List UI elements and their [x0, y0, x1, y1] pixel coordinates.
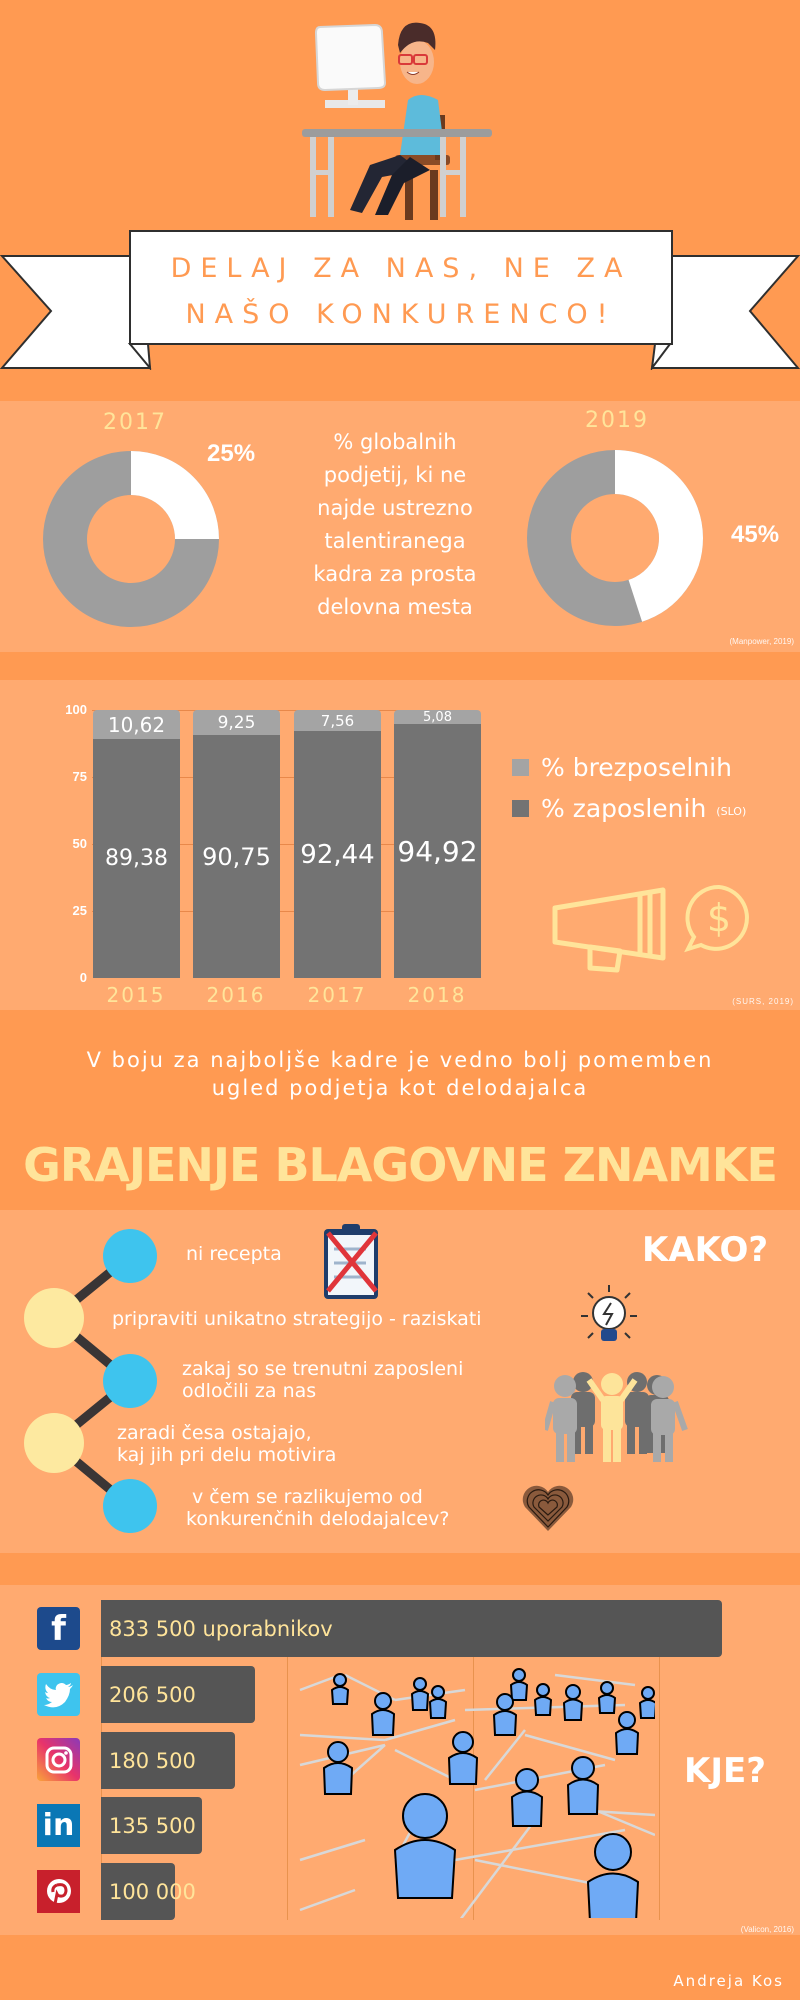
kako-step-3: zakaj so se trenutni zaposleni odločili …: [182, 1358, 463, 1402]
timeline-connector: [24, 1229, 157, 1533]
y-tick-0: 0: [79, 970, 87, 985]
bar-2017: 7,56 92,44: [294, 710, 381, 978]
social-network-illustration: [299, 1668, 655, 1918]
kako-step-5-line2: konkurenčnih delodajalcev?: [186, 1508, 450, 1530]
kako-step-3-line1: zakaj so se trenutni zaposleni: [182, 1358, 464, 1380]
legend-employed: % zaposlenih (SLO): [512, 794, 746, 823]
legend-suffix-slo: (SLO): [716, 805, 747, 818]
bar-2018-unemployed: 5,08: [394, 710, 481, 725]
timeline-node-3: [103, 1354, 157, 1408]
timeline-node-5: [103, 1479, 157, 1533]
bar-2016-unemployed: 9,25: [193, 710, 280, 735]
description-line: najde ustrezno: [317, 496, 473, 520]
bar-2015: 10,62 89,38: [93, 710, 180, 978]
timeline-node-4: [24, 1413, 84, 1473]
x-tick-2016: 2016: [206, 983, 266, 1007]
fingerprint-heart-icon: [522, 1485, 574, 1531]
svg-text:$: $: [707, 896, 731, 940]
y-tick-50: 50: [72, 836, 87, 851]
legend-label-employed: % zaposlenih: [541, 794, 707, 823]
donut-2019-year: 2019: [585, 408, 649, 433]
reputation-line2: ugled podjetja kot delodajalca: [211, 1076, 589, 1100]
crossed-clipboard-icon: [324, 1224, 378, 1299]
group-people-icon: [545, 1372, 688, 1462]
instagram-icon: [37, 1738, 80, 1781]
y-tick-100: 100: [65, 702, 87, 717]
ribbon-banner: [0, 230, 800, 370]
banner-title-line2: NAŠO KONKURENCO!: [185, 299, 617, 330]
description-line: % globalnih: [333, 430, 457, 454]
twitter-users-bar: 206 500: [101, 1666, 255, 1723]
donut-2017-year: 2017: [103, 410, 167, 435]
kako-step-5-line1: v čem se razlikujemo od: [192, 1486, 423, 1508]
source-valicon: (Valicon, 2016): [740, 1925, 794, 1934]
bar-2015-employed: 89,38: [93, 739, 180, 978]
source-manpower: (Manpower, 2019): [729, 637, 794, 646]
twitter-icon: [37, 1673, 80, 1716]
megaphone-icon: [552, 887, 666, 973]
kako-step-3-line2: odločili za nas: [182, 1380, 317, 1402]
reputation-line1: V boju za najboljše kadre je vedno bolj …: [86, 1048, 714, 1072]
donut-chart-2019: [527, 450, 703, 626]
kako-step-4-line1: zaradi česa ostajajo,: [117, 1422, 312, 1444]
x-tick-2017: 2017: [307, 983, 367, 1007]
pinterest-users-bar: 100 000: [101, 1863, 196, 1920]
kako-step-5: v čem se razlikujemo od konkurenčnih del…: [186, 1486, 449, 1530]
legend-swatch-employed: [512, 800, 529, 817]
facebook-icon: f: [37, 1607, 80, 1650]
bar-2016-employed: 90,75: [193, 735, 280, 978]
brand-title: GRAJENJE BLAGOVNE ZNAMKE: [23, 1138, 778, 1192]
bar-2017-unemployed: 7,56: [294, 710, 381, 731]
legend-unemployed: % brezposelnih: [512, 753, 732, 782]
kako-step-4-line2: kaj jih pri delu motivira: [117, 1444, 337, 1466]
x-tick-2015: 2015: [106, 983, 166, 1007]
banner-title: DELAJ ZA NAS, NE ZA NAŠO KONKURENCO!: [130, 246, 672, 338]
description-line: delovna mesta: [317, 595, 473, 619]
gridline: [473, 1657, 474, 1920]
description-line: kadra za prosta: [313, 562, 477, 586]
description-line: podjetij, ki ne: [323, 463, 467, 487]
bar-2016: 9,25 90,75: [193, 710, 280, 978]
kje-heading: KJE?: [684, 1751, 766, 1791]
donut-2017-percent: 25%: [207, 440, 256, 467]
source-surs: (SURS, 2019): [732, 997, 794, 1006]
instagram-users-bar: 180 500: [101, 1732, 235, 1789]
kako-step-1: ni recepta: [186, 1243, 282, 1265]
person-at-computer-illustration: [302, 22, 492, 220]
reputation-statement: V boju za najboljše kadre je vedno bolj …: [0, 1046, 800, 1102]
timeline-node-2: [24, 1288, 84, 1348]
banner-title-line1: DELAJ ZA NAS, NE ZA: [170, 253, 632, 284]
linkedin-icon: in: [37, 1804, 80, 1847]
kako-heading: KAKO?: [642, 1230, 769, 1270]
global-description: % globalnih podjetij, ki ne najde ustrez…: [270, 426, 520, 624]
kako-step-2: pripraviti unikatno strategijo - raziska…: [112, 1308, 482, 1330]
bar-2015-unemployed: 10,62: [93, 710, 180, 739]
y-tick-25: 25: [72, 903, 87, 918]
gridline: [659, 1657, 660, 1920]
bar-2017-employed: 92,44: [294, 731, 381, 978]
donut-chart-2017: [43, 451, 219, 627]
timeline-node-1: [103, 1229, 157, 1283]
x-tick-2018: 2018: [407, 983, 467, 1007]
description-line: talentiranega: [324, 529, 466, 553]
lightbulb-icon: [581, 1285, 637, 1341]
legend-label-unemployed: % brezposelnih: [541, 753, 732, 782]
donut-2019-percent: 45%: [731, 521, 780, 548]
kako-step-4: zaradi česa ostajajo, kaj jih pri delu m…: [117, 1422, 336, 1466]
dollar-speech-bubble-icon: $: [684, 884, 749, 953]
bar-2018: 5,08 94,92: [394, 710, 481, 978]
linkedin-users-bar: 135 500: [101, 1797, 202, 1854]
gridline: [287, 1657, 288, 1920]
bar-2018-employed: 94,92: [394, 724, 481, 978]
y-tick-75: 75: [72, 769, 87, 784]
pinterest-icon: [37, 1870, 80, 1913]
author-credit: Andreja Kos: [673, 1972, 784, 1990]
legend-swatch-unemployed: [512, 759, 529, 776]
facebook-users-bar: 833 500 uporabnikov: [101, 1600, 722, 1657]
